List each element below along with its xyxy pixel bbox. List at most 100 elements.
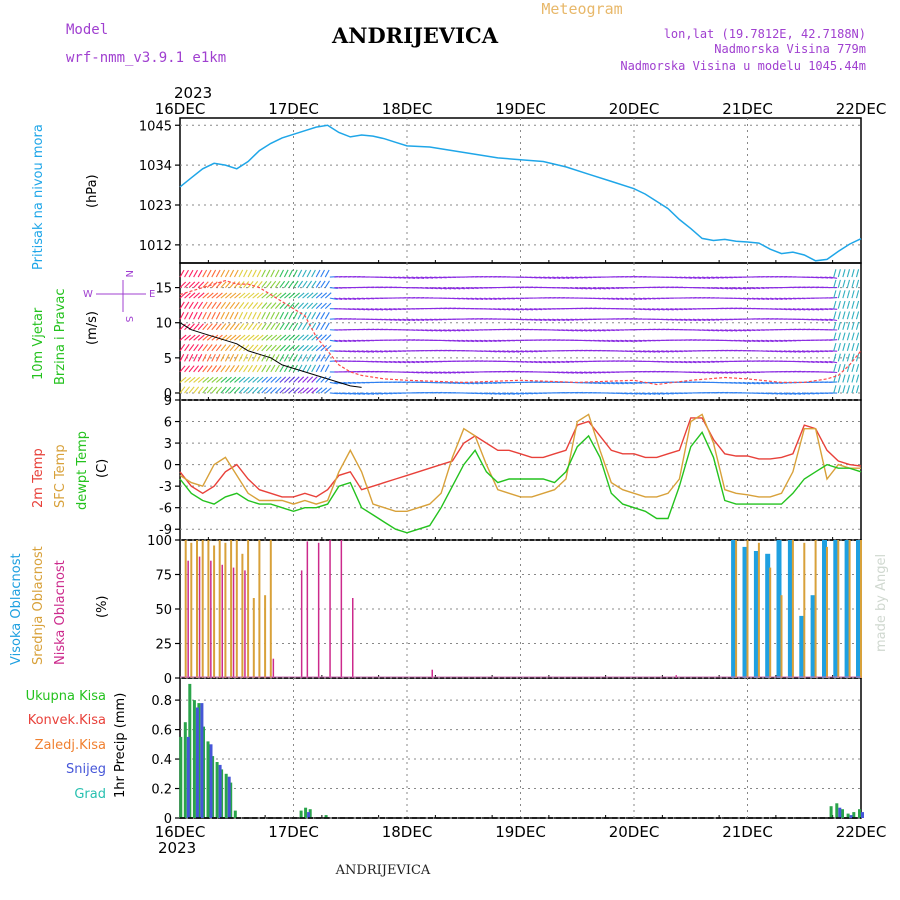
- wind-barb: [211, 292, 219, 299]
- pressure-ytick-label: 1045: [139, 119, 172, 134]
- wind-barb: [352, 297, 361, 300]
- wind-barb: [783, 350, 792, 353]
- wind-barb: [179, 376, 187, 383]
- wind-barb: [284, 334, 291, 341]
- wind-barb: [583, 371, 593, 374]
- wind-barb: [184, 281, 191, 288]
- wind-barb: [184, 386, 191, 394]
- wind-barb: [738, 329, 747, 332]
- precip-bar-total: [183, 722, 187, 818]
- wind-barb: [851, 332, 855, 341]
- wind-barb: [315, 269, 321, 278]
- wind-barb: [370, 308, 379, 311]
- wind-barb: [493, 339, 502, 342]
- wind-barb: [855, 342, 860, 351]
- wind-barb: [220, 344, 227, 352]
- wind-barb: [606, 339, 615, 343]
- wind-barb: [479, 381, 488, 385]
- wind-barb: [315, 376, 323, 383]
- wind-barb: [629, 381, 638, 384]
- wind-barb: [647, 392, 656, 395]
- wind-barb: [261, 334, 269, 341]
- wind-barb: [824, 276, 833, 279]
- wind-barb: [184, 301, 190, 309]
- wind-barb: [715, 287, 724, 290]
- lonlat-text: lon,lat (19.7812E, 42.7188N): [664, 27, 866, 41]
- wind-barb: [306, 344, 314, 352]
- wind-barb: [225, 334, 232, 341]
- wind-barb: [806, 308, 815, 311]
- cloud-bar-high: [799, 615, 805, 678]
- wind-barb: [429, 276, 438, 279]
- wind-barb: [202, 386, 209, 394]
- wind-barb: [193, 353, 198, 362]
- wind-barb: [224, 353, 230, 362]
- wind-barb: [215, 269, 221, 278]
- wind-barb: [279, 376, 287, 383]
- wind-barb: [774, 392, 783, 395]
- wind-barb: [851, 353, 855, 362]
- wind-barb: [842, 332, 846, 341]
- wind-barb: [197, 365, 204, 373]
- wind-barb: [179, 301, 185, 309]
- wind-barb: [220, 269, 226, 278]
- wind-barb: [297, 376, 305, 383]
- wind-barb: [265, 311, 271, 320]
- wind-barb: [729, 287, 738, 290]
- wind-barb: [443, 371, 452, 374]
- wind-barb: [656, 308, 665, 311]
- precip-bar-total: [841, 809, 844, 818]
- wind-barb: [602, 339, 611, 343]
- wind-barb: [443, 287, 452, 290]
- wind-barb: [184, 343, 190, 352]
- wind-barb: [420, 360, 429, 363]
- wind-barb: [297, 387, 305, 394]
- wind-barb: [779, 308, 788, 311]
- wind-barb: [561, 318, 570, 321]
- wind-barb: [842, 353, 846, 362]
- wind-barb: [366, 350, 375, 353]
- wind-barb: [855, 364, 860, 373]
- wind-barb: [624, 381, 633, 385]
- wind-barb: [833, 290, 837, 299]
- wind-barb: [265, 364, 271, 373]
- wind-barb: [511, 350, 520, 353]
- wind-barb: [220, 365, 227, 373]
- wind-barb: [574, 276, 583, 279]
- wind-barb: [279, 364, 285, 373]
- compass-n: N: [123, 270, 134, 277]
- wind-barb: [425, 329, 434, 332]
- wind-barb: [202, 281, 209, 288]
- wind-barb: [674, 350, 683, 353]
- wind-barb: [724, 329, 733, 332]
- wind-barb: [611, 339, 620, 343]
- wind-barb: [475, 381, 484, 385]
- wind-barb: [452, 329, 461, 332]
- wind-barb: [846, 385, 851, 394]
- wind-barb: [765, 392, 774, 395]
- precip-ytick-label: 0.8: [151, 694, 172, 709]
- wind-barb: [324, 280, 330, 288]
- wind-barb: [415, 318, 425, 322]
- wind-barb: [279, 354, 285, 362]
- wind-barb: [347, 392, 356, 395]
- cloud-ytick-label: 75: [155, 569, 172, 584]
- cloud-bar-mid: [252, 598, 255, 678]
- wind-barb: [406, 318, 415, 322]
- wind-barb: [792, 392, 801, 395]
- wind-barb: [206, 323, 213, 331]
- wind-barb: [234, 292, 241, 299]
- wind-barb: [842, 311, 846, 320]
- wind-barb: [465, 297, 474, 300]
- wind-barb: [779, 392, 788, 395]
- wind-barb: [297, 302, 304, 310]
- wind-barb: [206, 365, 213, 373]
- cloud-bar-mid: [848, 540, 851, 678]
- cloud-bar-mid: [201, 540, 204, 678]
- wind-barb: [293, 322, 299, 331]
- cloud-ytick-label: 0: [164, 672, 172, 687]
- wind-barb: [375, 350, 384, 353]
- wind-barb: [224, 311, 230, 320]
- wind-barb: [416, 371, 425, 374]
- wind-barb: [261, 302, 268, 310]
